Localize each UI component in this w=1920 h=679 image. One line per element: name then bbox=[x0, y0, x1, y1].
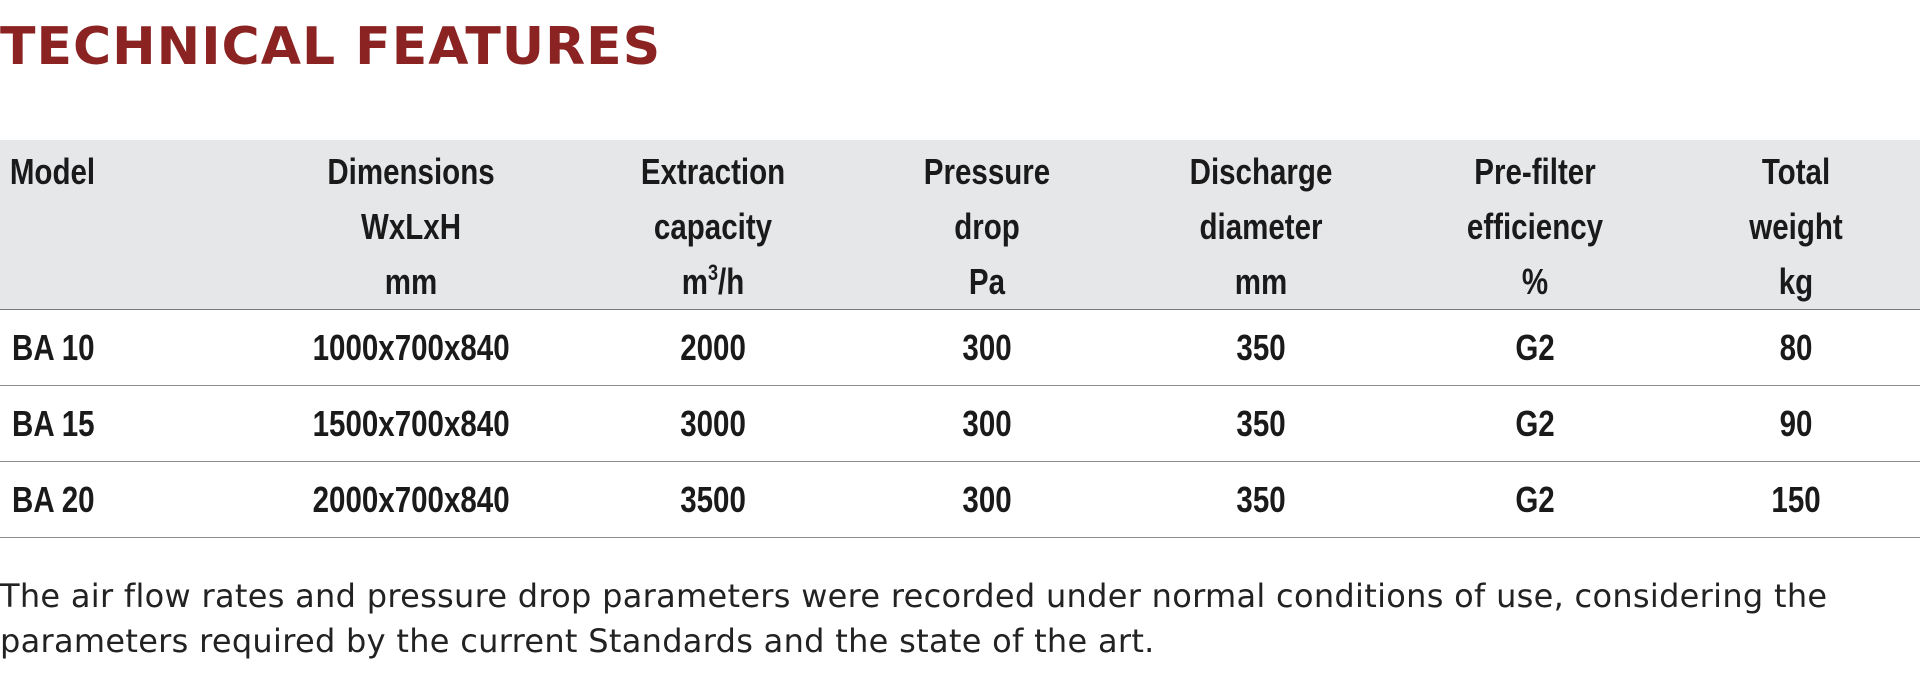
cell-model: BA 20 bbox=[0, 461, 246, 538]
cell-prefilter-efficiency: G2 bbox=[1398, 385, 1672, 462]
header-dimensions: Dimensions WxLxH mm bbox=[275, 140, 547, 310]
cell-pressure-drop: 300 bbox=[850, 385, 1124, 462]
header-dimensions-unit: mm bbox=[384, 261, 438, 302]
cell-dimensions: 2000x700x840 bbox=[246, 461, 576, 538]
cell-extraction-capacity: 3500 bbox=[576, 461, 850, 538]
header-discharge-line-2: diameter bbox=[1199, 206, 1323, 247]
header-model-line-1: Model bbox=[9, 151, 96, 192]
cell-dimensions: 1000x700x840 bbox=[246, 309, 576, 386]
cell-model-value: BA 20 bbox=[12, 478, 95, 520]
header-discharge-unit: mm bbox=[1234, 261, 1288, 302]
header-weight-line-1: Total bbox=[1761, 151, 1831, 192]
header-discharge-line-1: Discharge bbox=[1189, 151, 1333, 192]
header-pressure-line-2: drop bbox=[954, 206, 1020, 247]
header-model: Model bbox=[0, 140, 202, 310]
cell-pressure-value: 300 bbox=[962, 326, 1012, 368]
cell-model-value: BA 15 bbox=[12, 402, 95, 444]
header-prefilter-unit: % bbox=[1521, 261, 1549, 302]
header-extraction-unit: m3/h bbox=[601, 254, 826, 309]
cell-total-weight: 150 bbox=[1672, 461, 1920, 538]
cell-model-value: BA 10 bbox=[12, 326, 95, 368]
cell-weight-value: 90 bbox=[1779, 402, 1813, 444]
cell-dimensions-value: 1000x700x840 bbox=[312, 326, 510, 368]
table-row: BA 10 1000x700x840 2000 300 350 G2 80 bbox=[0, 309, 1920, 386]
header-prefilter-line-2: efficiency bbox=[1466, 206, 1604, 247]
cell-weight-value: 150 bbox=[1771, 478, 1821, 520]
header-dimensions-line-1: Dimensions bbox=[327, 151, 495, 192]
header-dimensions-line-2: WxLxH bbox=[360, 206, 462, 247]
cell-weight-value: 80 bbox=[1779, 326, 1813, 368]
cell-model: BA 10 bbox=[0, 309, 246, 386]
cell-extraction-value: 3500 bbox=[680, 478, 746, 520]
header-discharge-diameter: Discharge diameter mm bbox=[1148, 140, 1374, 310]
unit-rest: /h bbox=[718, 261, 745, 302]
page-title: TECHNICAL FEATURES bbox=[0, 17, 662, 77]
header-pressure-line-1: Pressure bbox=[923, 151, 1051, 192]
technical-features-table: Model Dimensions WxLxH mm Extraction cap… bbox=[0, 140, 1920, 538]
cell-discharge-diameter: 350 bbox=[1124, 309, 1398, 386]
cell-total-weight: 90 bbox=[1672, 385, 1920, 462]
unit-superscript: 3 bbox=[707, 260, 719, 285]
cell-discharge-diameter: 350 bbox=[1124, 385, 1398, 462]
cell-discharge-value: 350 bbox=[1236, 478, 1286, 520]
footnote: The air flow rates and pressure drop par… bbox=[0, 577, 1828, 660]
header-weight-line-2: weight bbox=[1749, 206, 1843, 247]
header-pressure-unit: Pa bbox=[968, 261, 1006, 302]
cell-prefilter-value: G2 bbox=[1515, 326, 1555, 368]
cell-extraction-capacity: 3000 bbox=[576, 385, 850, 462]
cell-discharge-diameter: 350 bbox=[1124, 461, 1398, 538]
cell-pressure-value: 300 bbox=[962, 478, 1012, 520]
header-prefilter-efficiency: Pre-filter efficiency % bbox=[1422, 140, 1648, 310]
cell-prefilter-value: G2 bbox=[1515, 478, 1555, 520]
header-extraction-line-2: capacity bbox=[653, 206, 773, 247]
cell-prefilter-efficiency: G2 bbox=[1398, 461, 1672, 538]
cell-prefilter-value: G2 bbox=[1515, 402, 1555, 444]
table-row: BA 15 1500x700x840 3000 300 350 G2 90 bbox=[0, 385, 1920, 462]
cell-dimensions-value: 1500x700x840 bbox=[312, 402, 510, 444]
cell-total-weight: 80 bbox=[1672, 309, 1920, 386]
cell-extraction-capacity: 2000 bbox=[576, 309, 850, 386]
cell-model: BA 15 bbox=[0, 385, 246, 462]
cell-dimensions-value: 2000x700x840 bbox=[312, 478, 510, 520]
cell-dimensions: 1500x700x840 bbox=[246, 385, 576, 462]
table-header: Model Dimensions WxLxH mm Extraction cap… bbox=[0, 140, 1920, 310]
table-row: BA 20 2000x700x840 3500 300 350 G2 150 bbox=[0, 461, 1920, 538]
cell-extraction-value: 3000 bbox=[680, 402, 746, 444]
header-extraction-line-1: Extraction bbox=[640, 151, 786, 192]
table-body: BA 10 1000x700x840 2000 300 350 G2 80 BA… bbox=[0, 309, 1920, 538]
cell-pressure-drop: 300 bbox=[850, 309, 1124, 386]
header-weight-unit: kg bbox=[1778, 261, 1814, 302]
header-row: Model Dimensions WxLxH mm Extraction cap… bbox=[0, 140, 1920, 310]
header-extraction-capacity: Extraction capacity m3/h bbox=[600, 140, 826, 310]
header-total-weight: Total weight kg bbox=[1694, 140, 1898, 310]
header-pressure-drop: Pressure drop Pa bbox=[874, 140, 1100, 310]
cell-pressure-drop: 300 bbox=[850, 461, 1124, 538]
cell-extraction-value: 2000 bbox=[680, 326, 746, 368]
cell-prefilter-efficiency: G2 bbox=[1398, 309, 1672, 386]
header-prefilter-line-1: Pre-filter bbox=[1474, 151, 1596, 192]
cell-discharge-value: 350 bbox=[1236, 402, 1286, 444]
cell-discharge-value: 350 bbox=[1236, 326, 1286, 368]
cell-pressure-value: 300 bbox=[962, 402, 1012, 444]
unit-base: m bbox=[681, 261, 708, 302]
